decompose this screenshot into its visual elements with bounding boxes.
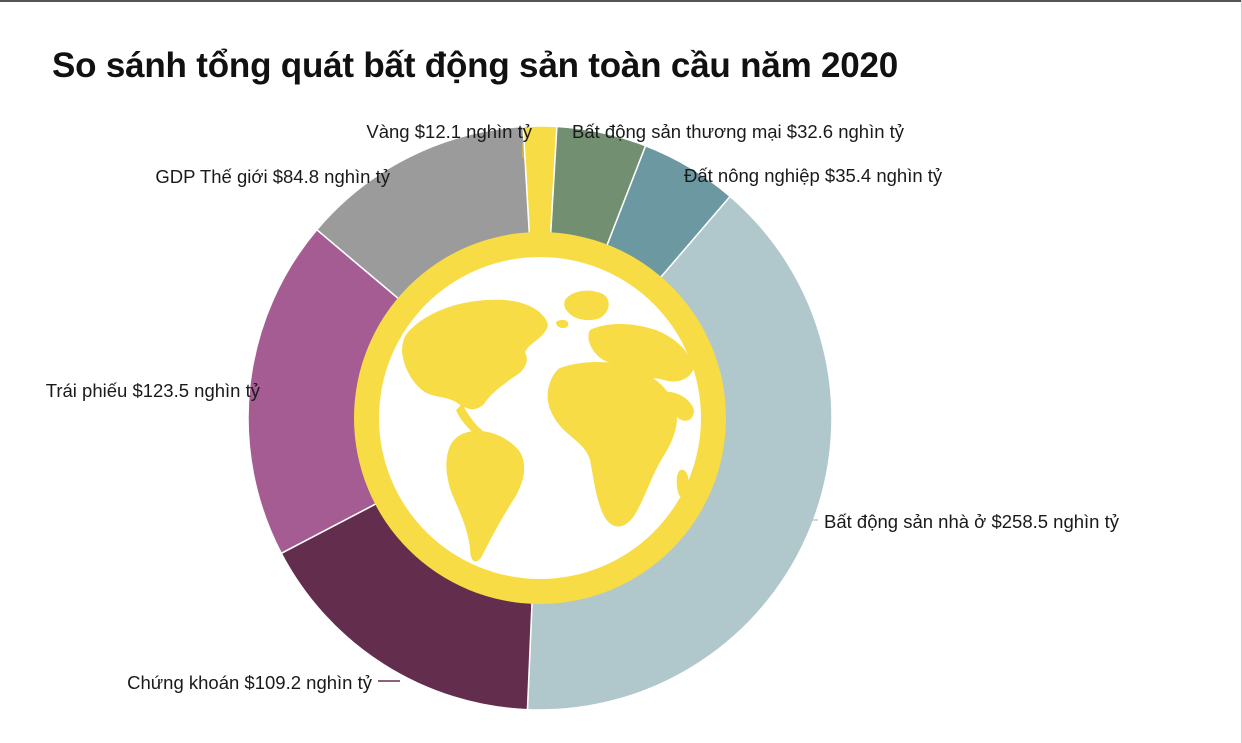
slice-label-6: Trái phiếu $123.5 nghìn tỷ [46,380,261,401]
center-globe [354,232,726,604]
slice-label-7: GDP Thế giới $84.8 nghìn tỷ [155,166,390,187]
slice-labels: Vàng $12.1 nghìn tỷ Bất động sản thương m… [46,121,1120,693]
slice-label-5: Chứng khoán $109.2 nghìn tỷ [127,672,373,693]
leader-line-6 [249,417,267,421]
leader-line-2 [581,142,584,159]
slice-label-1: Vàng $12.1 nghìn tỷ [366,121,532,142]
globe-icon [402,290,694,562]
leader-line-3 [665,176,673,191]
slice-label-3: Đất nông nghiệp $35.4 nghìn tỷ [684,165,943,186]
slice-label-4: Bất động sản nhà ở $258.5 nghìn tỷ [824,511,1120,532]
leader-line-7 [397,187,403,195]
top-border [0,0,1242,2]
chart-title: So sánh tổng quát bất động sản toàn cầu … [52,46,899,85]
leader-lines [249,142,818,682]
slice-label-2: Bất động sản thương mại $32.6 nghìn tỷ [572,121,905,142]
